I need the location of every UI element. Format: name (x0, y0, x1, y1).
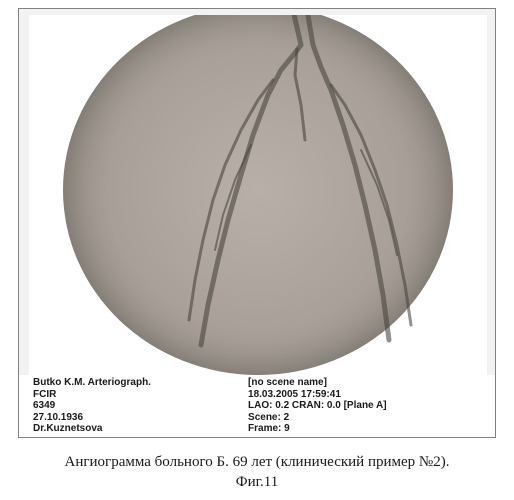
institution-line: FCIR (33, 389, 248, 401)
angiogram-image (29, 15, 487, 383)
angle-line: LAO: 0.2 CRAN: 0.0 [Plane A] (248, 400, 481, 412)
dob-line: 27.10.1936 (33, 412, 248, 424)
patient-line: Butko K.M. Arteriograph. (33, 377, 248, 389)
datetime-line: 18.03.2005 17:59:41 (248, 389, 481, 401)
figure-caption: Ангиограмма больного Б. 69 лет (клиничес… (0, 452, 514, 493)
caption-line-1: Ангиограмма больного Б. 69 лет (клиничес… (0, 452, 514, 472)
scene-number-line: Scene: 2 (248, 412, 481, 424)
figure-panel: Butko K.M. Arteriograph. FCIR 6349 27.10… (18, 8, 496, 438)
scene-name-line: [no scene name] (248, 377, 481, 389)
caption-line-2: Фиг.11 (0, 472, 514, 492)
scan-circle (63, 15, 453, 375)
id-line: 6349 (33, 400, 248, 412)
dicom-overlay: Butko K.M. Arteriograph. FCIR 6349 27.10… (19, 375, 495, 437)
frame-number-line: Frame: 9 (248, 423, 481, 435)
overlay-right-column: [no scene name] 18.03.2005 17:59:41 LAO:… (248, 377, 481, 437)
doctor-line: Dr.Kuznetsova (33, 423, 248, 435)
vessel-overlay (63, 15, 453, 375)
overlay-left-column: Butko K.M. Arteriograph. FCIR 6349 27.10… (33, 377, 248, 437)
